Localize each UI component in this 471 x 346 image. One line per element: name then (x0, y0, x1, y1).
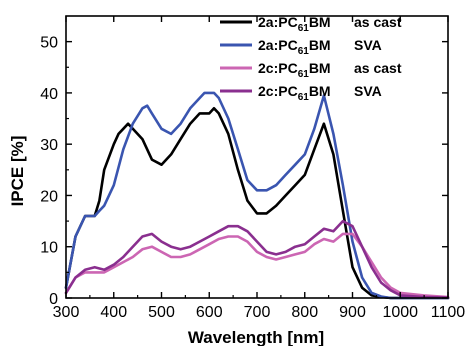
series-line-1 (64, 107, 450, 300)
legend-label-3: 2c:PC61BM (258, 60, 331, 80)
x-tick-label: 300 (53, 304, 80, 321)
axes-layer: 300 400 500 600 700 800 900 1000 1100 0 10 20 30 40 50 (40, 15, 466, 321)
y-tick-label: 30 (40, 137, 58, 154)
legend-condition-3: as cast (354, 60, 402, 76)
legend-label-1: 2a:PC61BM (258, 14, 331, 34)
y-tick-label: 10 (40, 240, 58, 257)
y-axis-label: IPCE [%] (8, 136, 27, 207)
series-layer (64, 91, 450, 300)
legend-condition-4: SVA (354, 83, 382, 99)
legend-condition-2: SVA (354, 37, 382, 53)
x-tick-label: 500 (148, 304, 175, 321)
y-tick-label: 50 (40, 35, 58, 52)
x-tick-label: 900 (339, 304, 366, 321)
legend: 2a:PC61BM as cast 2a:PC61BM SVA 2c:PC61BM as … (220, 14, 402, 103)
y-tick-label: 0 (49, 291, 58, 308)
y-tick-label: 40 (40, 86, 58, 103)
x-tick-label: 800 (291, 304, 318, 321)
series-line-4 (64, 219, 450, 299)
x-axis-label: Wavelength [nm] (188, 328, 324, 346)
legend-condition-1: as cast (354, 14, 402, 30)
x-tick-label: 600 (196, 304, 223, 321)
legend-label-4: 2c:PC61BM (258, 83, 331, 103)
legend-label-2: 2a:PC61BM (258, 37, 331, 57)
x-tick-label: 1000 (382, 304, 418, 321)
x-tick-label: 400 (100, 304, 127, 321)
x-tick-label: 700 (244, 304, 271, 321)
x-tick-label: 1100 (431, 304, 466, 321)
series-line-2 (64, 91, 450, 300)
y-tick-label: 20 (40, 188, 58, 205)
